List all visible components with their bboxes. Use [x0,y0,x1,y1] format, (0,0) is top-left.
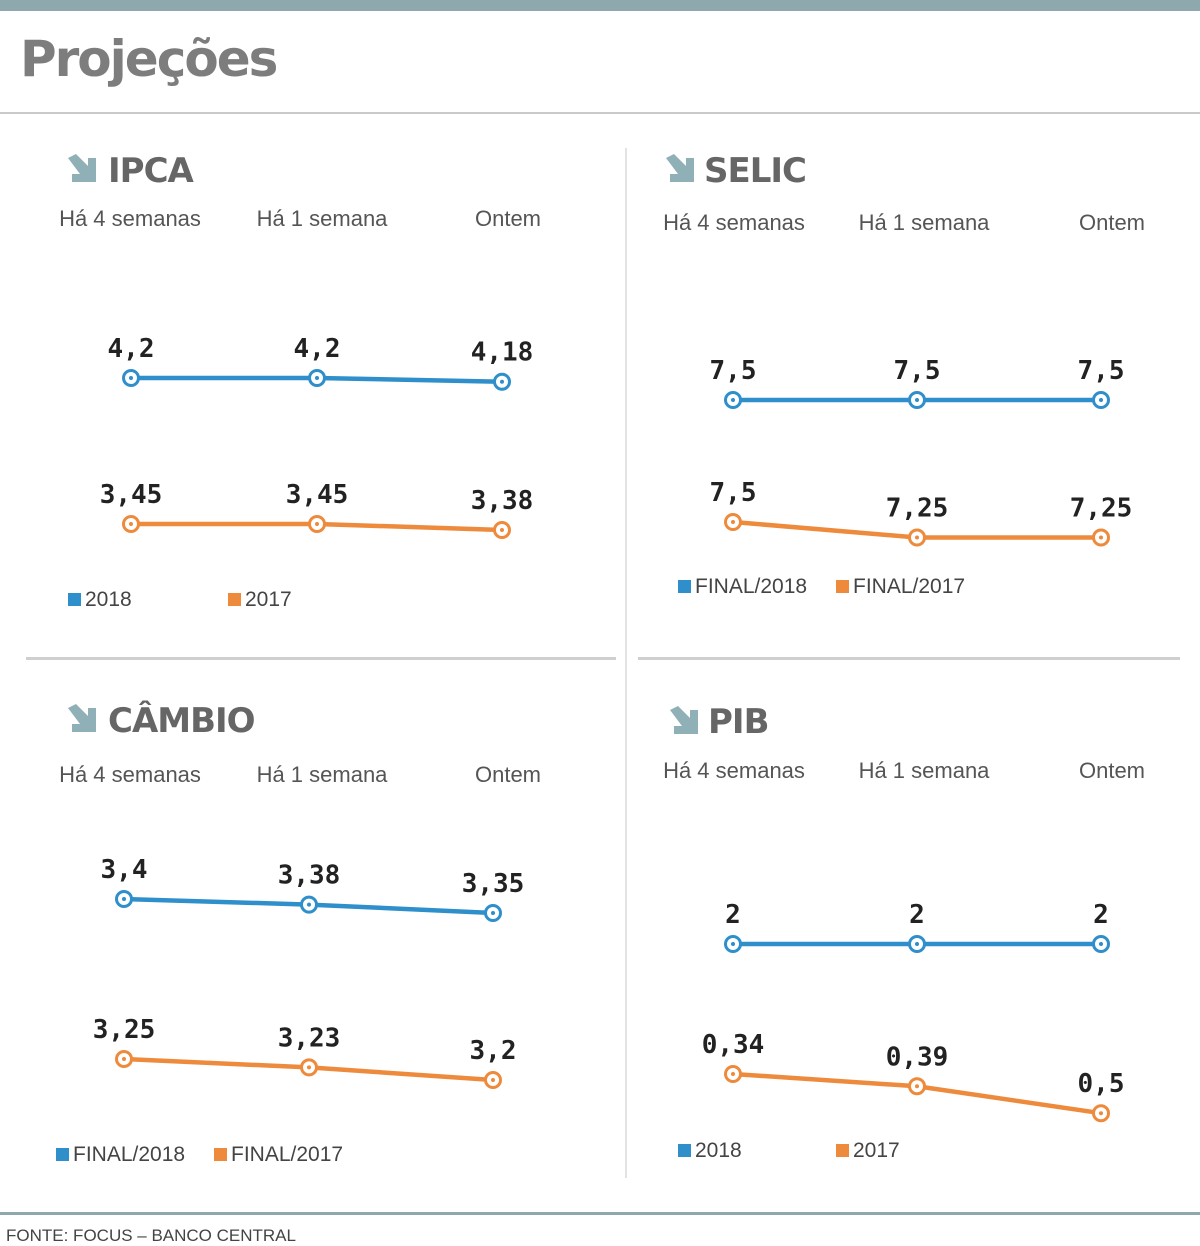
data-label: 2 [1093,900,1109,930]
column-label: Há 4 semanas [59,762,201,787]
data-point-center [731,942,735,946]
data-label: 7,5 [894,356,941,386]
data-point-center [307,902,311,907]
data-label: 0,39 [886,1042,949,1072]
data-label: 2 [725,900,741,930]
data-label: 7,5 [1078,356,1125,386]
data-point-center [307,1065,311,1070]
data-label: 3,45 [100,480,163,510]
legend-label: FINAL/2017 [853,575,965,598]
data-label: 0,5 [1078,1069,1125,1099]
column-label: Há 4 semanas [663,758,805,783]
column-label: Há 1 semana [859,210,991,235]
data-label: 0,34 [702,1030,765,1060]
legend-swatch [678,1144,691,1157]
legend-swatch [678,580,691,593]
legend-label: 2018 [85,588,132,611]
data-label: 7,5 [710,478,757,508]
column-label: Ontem [1079,210,1145,235]
arrow-down-right-icon [670,706,698,734]
column-label: Há 4 semanas [663,210,805,235]
data-label: 2 [909,900,925,930]
data-point-center [731,398,735,402]
data-label: 3,2 [470,1036,517,1066]
data-point-center [915,535,919,540]
data-point-center [915,398,919,402]
chart-panel: CÂMBIO Há 4 semanas Há 1 semana Ontem 3,4 3,3… [56,700,541,1166]
data-point-center [915,942,919,946]
vertical-divider [625,148,627,1178]
horizontal-divider-left [26,657,616,660]
data-point-center [1099,535,1103,540]
source-note: FONTE: FOCUS – BANCO CENTRAL [6,1226,296,1245]
data-label: 3,4 [101,855,148,885]
data-point-center [1099,942,1103,946]
legend-label: FINAL/2018 [695,575,807,598]
column-label: Há 4 semanas [59,206,201,231]
data-point-center [1099,1111,1103,1116]
top-accent-bar [0,0,1200,11]
legend-swatch [68,593,81,606]
panel-title: IPCA [108,151,195,191]
legend-swatch [228,593,241,606]
legend-label: 2017 [853,1139,900,1162]
data-label: 3,25 [93,1015,156,1045]
legend-swatch [836,1144,849,1157]
data-label: 3,38 [471,486,534,516]
data-point-center [500,527,504,532]
data-point-center [129,376,133,380]
column-label: Ontem [475,206,541,231]
legend-label: FINAL/2018 [73,1143,185,1166]
chart-panel: PIB Há 4 semanas Há 1 semana Ontem 2 2 2 2018 0,… [663,702,1145,1162]
title-divider [0,112,1200,114]
panel-title: PIB [708,702,768,742]
data-point-center [491,911,495,915]
page-title: Projeções [20,30,278,88]
data-label: 4,18 [471,338,534,368]
chart-panel: SELIC Há 4 semanas Há 1 semana Ontem 7,5 7,5 7… [663,151,1145,598]
legend-label: FINAL/2017 [231,1143,343,1166]
arrow-down-right-icon [68,704,96,732]
data-point-center [491,1078,495,1082]
data-label: 7,25 [886,494,949,524]
panel-title: SELIC [704,151,806,191]
column-label: Ontem [475,762,541,787]
legend-label: 2018 [695,1139,742,1162]
data-point-center [315,522,319,526]
data-label: 3,23 [278,1023,341,1053]
data-label: 3,35 [462,869,525,899]
bottom-divider [0,1212,1200,1215]
data-point-center [915,1084,919,1089]
data-label: 4,2 [294,334,341,364]
data-label: 7,5 [710,356,757,386]
data-point-center [122,1057,126,1061]
legend-label: 2017 [245,588,292,611]
horizontal-divider-right [638,657,1180,660]
column-label: Ontem [1079,758,1145,783]
chart-panel: IPCA Há 4 semanas Há 1 semana Ontem 4,2 4,2 4,… [59,151,541,611]
arrow-down-right-icon [68,154,96,182]
legend-swatch [56,1148,69,1161]
arrow-down-right-icon [666,154,694,182]
legend-swatch [836,580,849,593]
column-label: Há 1 semana [257,206,389,231]
data-point-center [731,520,735,524]
data-point-center [500,379,504,384]
column-label: Há 1 semana [859,758,991,783]
data-label: 7,25 [1070,494,1133,524]
data-point-center [315,376,319,380]
data-point-center [122,897,126,901]
data-label: 3,45 [286,480,349,510]
data-label: 3,38 [278,861,341,891]
panel-title: CÂMBIO [108,700,255,741]
data-label: 4,2 [108,334,155,364]
legend-swatch [214,1148,227,1161]
data-point-center [1099,398,1103,402]
data-point-center [731,1072,735,1076]
column-label: Há 1 semana [257,762,389,787]
data-point-center [129,522,133,526]
